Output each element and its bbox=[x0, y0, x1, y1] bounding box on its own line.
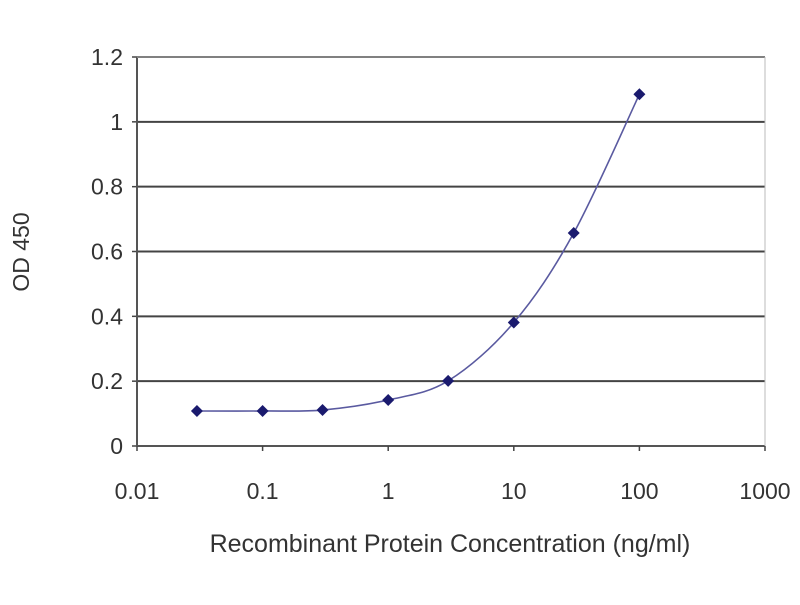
data-point bbox=[256, 404, 269, 417]
tick-labels: 0 0.2 0.4 0.6 0.8 1 1.2 0.01 0.1 1 10 100 1000 bbox=[91, 44, 791, 504]
x-tick-label: 0.1 bbox=[247, 478, 279, 504]
gridlines bbox=[137, 56, 765, 383]
series-line bbox=[196, 93, 641, 412]
data-point bbox=[567, 227, 580, 240]
y-tick-label: 0.4 bbox=[91, 303, 123, 329]
y-tick-label: 0.6 bbox=[91, 239, 123, 265]
x-tick-label: 1000 bbox=[739, 478, 790, 504]
data-point bbox=[382, 393, 395, 406]
x-tick-label: 100 bbox=[620, 478, 658, 504]
x-tick-label: 0.01 bbox=[115, 478, 160, 504]
x-tick-label: 1 bbox=[382, 478, 395, 504]
data-point bbox=[633, 88, 646, 101]
data-point bbox=[507, 316, 520, 329]
y-axis-label: OD 450 bbox=[8, 212, 34, 291]
y-tick-label: 0.8 bbox=[91, 174, 123, 200]
x-axis-label: Recombinant Protein Concentration (ng/ml… bbox=[210, 530, 691, 558]
data-point bbox=[442, 374, 455, 387]
y-tick-label: 0.2 bbox=[91, 368, 123, 394]
y-tick-label: 0 bbox=[110, 433, 123, 459]
axes bbox=[132, 56, 766, 451]
data-point bbox=[316, 404, 329, 417]
x-tick-label: 10 bbox=[501, 478, 527, 504]
series bbox=[190, 88, 646, 417]
y-tick-label: 1 bbox=[110, 109, 123, 135]
data-point bbox=[190, 404, 203, 417]
y-tick-label: 1.2 bbox=[91, 44, 123, 70]
